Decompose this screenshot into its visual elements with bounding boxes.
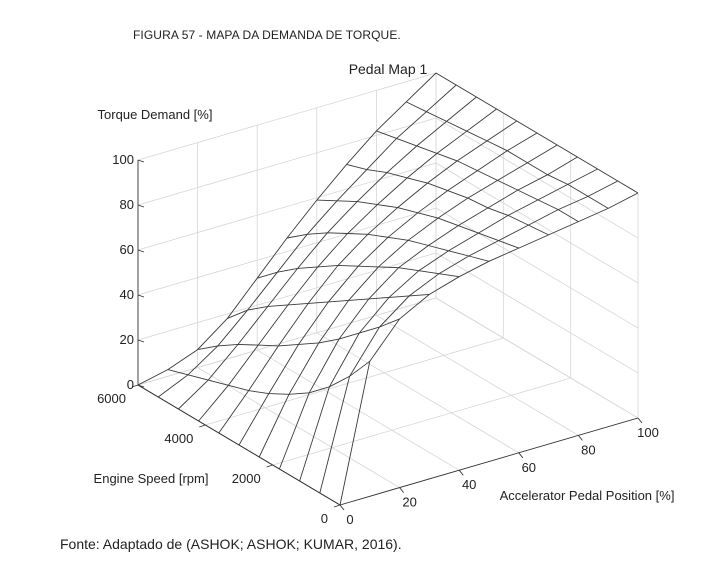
grid-line bbox=[435, 252, 639, 374]
grid-line bbox=[376, 315, 579, 436]
x-tick-mark bbox=[399, 487, 404, 493]
x-tick-mark bbox=[518, 452, 524, 459]
z-tick-label: 20 bbox=[120, 332, 134, 347]
x-tick-mark bbox=[339, 504, 345, 511]
y-tick-mark bbox=[199, 424, 206, 428]
grid-line bbox=[137, 252, 437, 341]
mesh-line-pedal bbox=[227, 293, 430, 319]
z-tick-label: 60 bbox=[120, 242, 134, 257]
y-tick-label: 2000 bbox=[232, 471, 261, 486]
x-tick-label: 100 bbox=[637, 425, 659, 440]
mesh-line-speed bbox=[198, 108, 497, 422]
grid-line bbox=[435, 297, 639, 419]
y-tick-mark bbox=[333, 504, 341, 508]
grid-line bbox=[435, 117, 639, 239]
y-axis-label: Engine Speed [rpm] bbox=[94, 471, 209, 486]
y-tick-mark bbox=[131, 384, 139, 388]
z-tick-mark bbox=[137, 339, 145, 343]
figure-caption: FIGURA 57 - MAPA DA DEMANDA DE TORQUE. bbox=[133, 28, 401, 42]
mesh-line-speed bbox=[278, 156, 578, 470]
mesh-line-pedal bbox=[435, 72, 639, 194]
mesh-line-pedal bbox=[257, 264, 460, 279]
z-tick-mark bbox=[137, 384, 145, 388]
grid-line bbox=[435, 207, 639, 329]
mesh-line-pedal bbox=[316, 199, 519, 249]
mesh-line-pedal bbox=[406, 101, 609, 209]
grid-line bbox=[205, 337, 504, 426]
mesh-line-pedal bbox=[376, 130, 579, 222]
z-tick-label: 80 bbox=[120, 197, 134, 212]
x-tick-label: 20 bbox=[402, 495, 416, 510]
x-tick-mark bbox=[578, 435, 583, 441]
z-tick-label: 100 bbox=[112, 152, 134, 167]
y-axis-line bbox=[137, 384, 341, 506]
grid-line bbox=[137, 297, 437, 386]
x-tick-label: 0 bbox=[346, 512, 353, 527]
y-tick-label: 4000 bbox=[164, 431, 193, 446]
mesh-line-pedal bbox=[286, 232, 490, 262]
y-tick-label: 0 bbox=[321, 511, 328, 526]
x-tick-mark bbox=[458, 469, 464, 476]
mesh-line-pedal bbox=[197, 318, 400, 351]
z-tick-mark bbox=[137, 249, 145, 253]
x-tick-mark bbox=[637, 417, 643, 424]
x-axis-label: Accelerator Pedal Position [%] bbox=[500, 488, 675, 503]
chart-title: Pedal Map 1 bbox=[349, 61, 428, 77]
z-tick-mark bbox=[137, 159, 145, 163]
mesh-line-pedal bbox=[346, 163, 549, 236]
z-tick-label: 40 bbox=[120, 287, 134, 302]
grid-line bbox=[435, 162, 639, 284]
grid-line bbox=[137, 207, 437, 296]
z-tick-mark bbox=[137, 204, 145, 208]
mesh-line-pedal bbox=[167, 360, 371, 395]
y-tick-label: 6000 bbox=[97, 391, 126, 406]
mesh-line-speed bbox=[258, 144, 558, 458]
grid-line bbox=[316, 332, 520, 454]
x-axis-line bbox=[339, 417, 639, 506]
mesh-line-speed bbox=[178, 96, 477, 410]
source-note: Fonte: Adaptado de (ASHOK; ASHOK; KUMAR,… bbox=[60, 536, 402, 552]
z-axis-label: Torque Demand [%] bbox=[98, 107, 213, 122]
grid-line bbox=[137, 72, 437, 161]
grid-line bbox=[137, 117, 437, 206]
grid-line bbox=[272, 377, 571, 466]
mesh-line-speed bbox=[238, 132, 538, 446]
x-tick-label: 40 bbox=[462, 477, 476, 492]
grid-line bbox=[137, 162, 437, 251]
grid-line bbox=[197, 367, 400, 488]
z-tick-label: 0 bbox=[127, 377, 134, 392]
y-tick-mark bbox=[266, 464, 273, 468]
x-tick-label: 60 bbox=[522, 460, 536, 475]
grid-line bbox=[256, 349, 460, 471]
z-tick-mark bbox=[137, 294, 145, 298]
x-tick-label: 80 bbox=[581, 442, 595, 457]
